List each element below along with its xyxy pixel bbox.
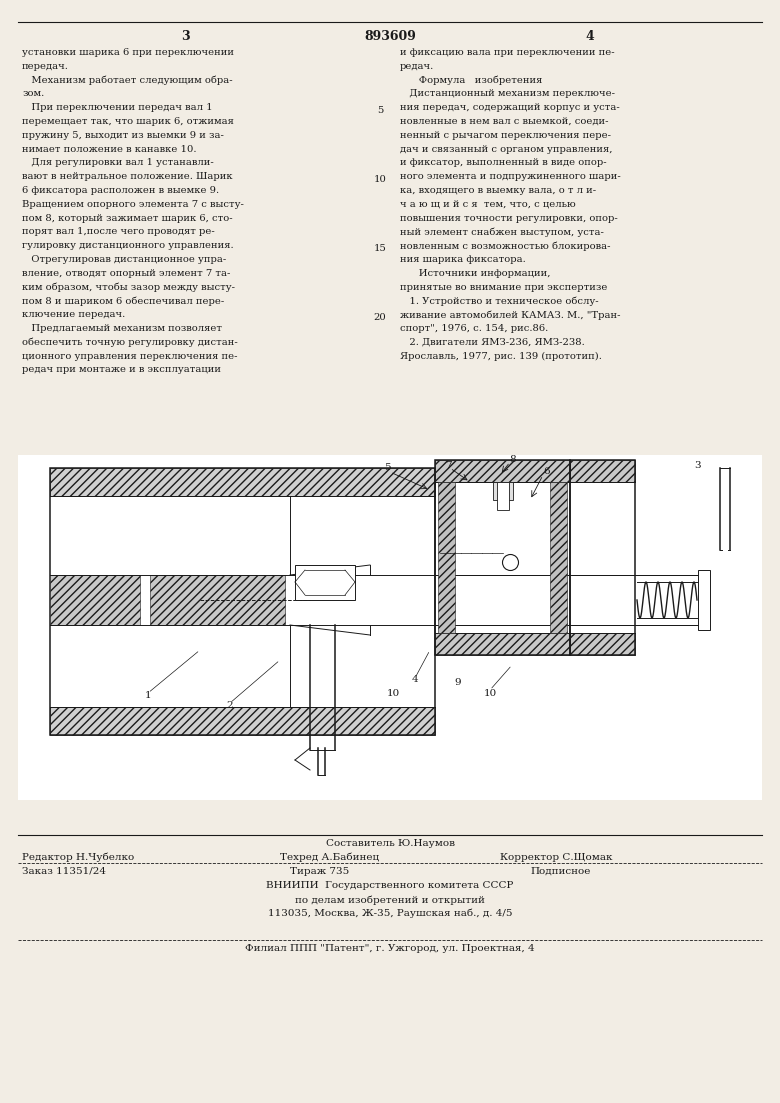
Bar [550,482,567,633]
Text: новленным с возможностью блокирова-: новленным с возможностью блокирова- [400,242,611,250]
Text: пом 8, который зажимает шарик 6, сто-: пом 8, который зажимает шарик 6, сто- [22,214,232,223]
Text: 4: 4 [586,30,594,43]
Text: 20: 20 [374,312,386,322]
Bar [497,482,509,510]
Bar [570,633,635,655]
Text: 113035, Москва, Ж-35, Раушская наб., д. 4/5: 113035, Москва, Ж-35, Раушская наб., д. … [268,909,512,919]
Text: Ярославль, 1977, рис. 139 (прототип).: Ярославль, 1977, рис. 139 (прототип). [400,352,602,361]
Text: нимает положение в канавке 10.: нимает положение в канавке 10. [22,144,197,153]
Bar [50,707,435,735]
Text: ного элемента и подпружиненного шари-: ного элемента и подпружиненного шари- [400,172,621,181]
Text: Филиал ППП "Патент", г. Ужгород, ул. Проектная, 4: Филиал ППП "Патент", г. Ужгород, ул. Про… [245,944,535,953]
Text: ка, входящего в выемку вала, о т л и-: ка, входящего в выемку вала, о т л и- [400,186,596,195]
Text: и фиксацию вала при переключении пе-: и фиксацию вала при переключении пе- [400,49,615,57]
Text: Вращением опорного элемента 7 с высту-: Вращением опорного элемента 7 с высту- [22,200,244,208]
Text: Редактор Н.Чубелко: Редактор Н.Чубелко [22,853,134,863]
Text: 4: 4 [412,675,418,685]
Bar [492,482,512,500]
Bar [435,460,570,482]
Text: Подписное: Подписное [530,867,590,876]
Bar [50,468,435,735]
Text: гулировку дистанционного управления.: гулировку дистанционного управления. [22,242,234,250]
Bar [435,460,570,655]
Text: ненный с рычагом переключения пере-: ненный с рычагом переключения пере- [400,131,611,140]
Text: Техред А.Бабинец: Техред А.Бабинец [280,853,379,863]
Text: вают в нейтральное положение. Шарик: вают в нейтральное положение. Шарик [22,172,232,181]
Text: 10: 10 [484,688,497,697]
Text: Тираж 735: Тираж 735 [290,867,349,876]
Text: 2. Двигатели ЯМЗ-236, ЯМЗ-238.: 2. Двигатели ЯМЗ-236, ЯМЗ-238. [400,338,585,346]
Text: вление, отводят опорный элемент 7 та-: вление, отводят опорный элемент 7 та- [22,269,230,278]
Text: Механизм работает следующим обра-: Механизм работает следующим обра- [22,76,232,85]
Bar [150,575,285,625]
Text: ч а ю щ и й с я  тем, что, с целью: ч а ю щ и й с я тем, что, с целью [400,200,576,208]
Text: повышения точности регулировки, опор-: повышения точности регулировки, опор- [400,214,618,223]
Text: 3: 3 [695,460,701,470]
Bar [438,482,455,633]
Bar [50,575,140,625]
Text: 7: 7 [445,460,452,470]
Text: Корректор С.Щомак: Корректор С.Щомак [500,853,612,863]
Text: 10: 10 [374,174,386,183]
Text: принятые во внимание при экспертизе: принятые во внимание при экспертизе [400,282,608,291]
Text: Источники информации,: Источники информации, [400,269,551,278]
Bar [570,460,635,655]
Text: Формула   изобретения: Формула изобретения [400,76,542,85]
Text: установки шарика 6 при переключении: установки шарика 6 при переключении [22,49,234,57]
Text: 5: 5 [384,463,390,472]
Text: 6: 6 [544,468,551,476]
Text: ким образом, чтобы зазор между высту-: ким образом, чтобы зазор между высту- [22,282,235,292]
Text: зом.: зом. [22,89,44,98]
Bar [50,468,435,496]
Text: 6 фиксатора расположен в выемке 9.: 6 фиксатора расположен в выемке 9. [22,186,219,195]
Text: Предлагаемый механизм позволяет: Предлагаемый механизм позволяет [22,324,222,333]
Text: 5: 5 [377,106,383,115]
Text: Для регулировки вал 1 устанавли-: Для регулировки вал 1 устанавли- [22,159,214,168]
Text: обеспечить точную регулировку дистан-: обеспечить точную регулировку дистан- [22,338,238,347]
Text: Отрегулировав дистанционное упра-: Отрегулировав дистанционное упра- [22,255,226,264]
Circle shape [502,555,519,570]
Text: порят вал 1,после чего проводят ре-: порят вал 1,после чего проводят ре- [22,227,215,236]
Text: 10: 10 [386,688,399,697]
Text: Дистанционный механизм переключе-: Дистанционный механизм переключе- [400,89,615,98]
Text: пом 8 и шариком 6 обеспечивал пере-: пом 8 и шариком 6 обеспечивал пере- [22,297,225,306]
Text: Заказ 11351/24: Заказ 11351/24 [22,867,106,876]
Text: 1. Устройство и техническое обслу-: 1. Устройство и техническое обслу- [400,297,598,306]
Text: перемещает так, что шарик 6, отжимая: перемещает так, что шарик 6, отжимая [22,117,234,126]
Text: ния передач, содержащий корпус и уста-: ния передач, содержащий корпус и уста- [400,104,620,113]
Text: передач.: передач. [22,62,69,71]
Text: 893609: 893609 [364,30,416,43]
Text: Составитель Ю.Наумов: Составитель Ю.Наумов [325,839,455,848]
Text: и фиксатор, выполненный в виде опор-: и фиксатор, выполненный в виде опор- [400,159,607,168]
Text: 3: 3 [181,30,190,43]
Text: спорт", 1976, с. 154, рис.86.: спорт", 1976, с. 154, рис.86. [400,324,548,333]
Text: ционного управления переключения пе-: ционного управления переключения пе- [22,352,237,361]
Bar [18,456,762,800]
Text: При переключении передач вал 1: При переключении передач вал 1 [22,104,213,113]
Text: живание автомобилей КАМАЗ. М., "Тран-: живание автомобилей КАМАЗ. М., "Тран- [400,310,621,320]
Bar [55,496,430,707]
Text: 1: 1 [144,690,151,699]
Bar [295,565,355,600]
Text: ный элемент снабжен выступом, уста-: ный элемент снабжен выступом, уста- [400,227,604,237]
Bar [435,633,570,655]
Text: 9: 9 [455,677,461,686]
Text: по делам изобретений и открытий: по делам изобретений и открытий [295,895,485,904]
Text: ключение передач.: ключение передач. [22,310,126,319]
Text: редач при монтаже и в эксплуатации: редач при монтаже и в эксплуатации [22,365,221,374]
Text: дач и связанный с органом управления,: дач и связанный с органом управления, [400,144,612,153]
Text: новленные в нем вал с выемкой, соеди-: новленные в нем вал с выемкой, соеди- [400,117,608,126]
Text: ния шарика фиксатора.: ния шарика фиксатора. [400,255,526,264]
Text: ВНИИПИ  Государственного комитета СССР: ВНИИПИ Государственного комитета СССР [266,881,514,890]
Text: пружину 5, выходит из выемки 9 и за-: пружину 5, выходит из выемки 9 и за- [22,131,224,140]
Text: 2: 2 [227,700,233,709]
Bar [698,570,710,630]
Text: редач.: редач. [400,62,434,71]
Bar [570,460,635,482]
Text: 8: 8 [509,454,516,463]
Text: 15: 15 [374,244,386,253]
